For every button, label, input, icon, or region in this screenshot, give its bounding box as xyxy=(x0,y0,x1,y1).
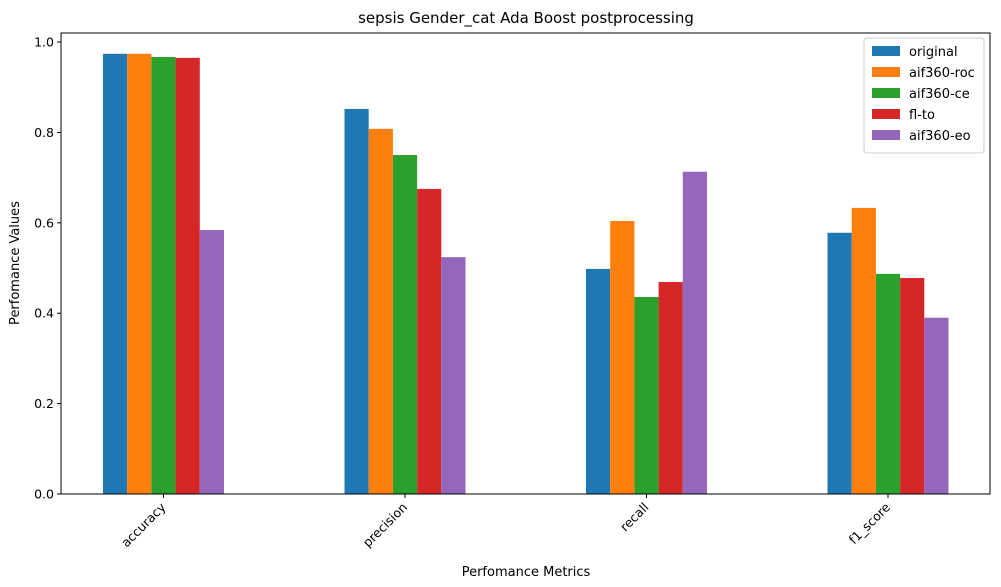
bar-aif360-ce-precision xyxy=(392,155,418,494)
bar-aif360-roc-f1_score xyxy=(851,207,876,495)
plot-frame xyxy=(60,32,991,495)
bar-aif360-eo-recall xyxy=(682,171,707,494)
bar-aif360-roc-precision xyxy=(368,128,393,495)
y-axis: 0.0 0.2 0.4 0.6 0.8 1.0 xyxy=(34,35,61,502)
bar-aif360-ce-accuracy xyxy=(151,56,176,495)
x-tick-label: recall xyxy=(617,500,652,535)
bar-original-recall xyxy=(586,268,611,494)
legend-swatch-aif360-roc xyxy=(872,67,900,77)
bar-fl-to-recall xyxy=(658,282,683,494)
bar-fl-to-f1_score xyxy=(900,277,925,494)
bar-aif360-ce-recall xyxy=(634,296,659,494)
legend-label-original: original xyxy=(909,45,958,60)
bar-aif360-ce-f1_score xyxy=(875,273,901,494)
legend-swatch-fl-to xyxy=(872,109,900,119)
y-tick-label: 0.6 xyxy=(34,215,54,230)
x-tick-label: f1_score xyxy=(846,499,894,547)
bar-aif360-roc-accuracy xyxy=(127,53,152,495)
x-tick-label: accuracy xyxy=(118,499,169,550)
bar-aif360-eo-precision xyxy=(441,257,466,494)
legend-box xyxy=(863,37,985,154)
x-axis-title: Perfomance Metrics xyxy=(462,565,591,580)
y-tick-label: 0.4 xyxy=(34,306,54,321)
legend-label-aif360-roc: aif360-roc xyxy=(909,66,975,81)
legend-swatch-original xyxy=(872,46,900,56)
legend-label-aif360-ce: aif360-ce xyxy=(909,87,970,102)
legend-label-aif360-eo: aif360-eo xyxy=(909,129,971,144)
legend-swatch-aif360-eo xyxy=(872,130,900,140)
bar-original-f1_score xyxy=(827,232,852,494)
y-axis-title: Perfomance Values xyxy=(8,201,23,325)
chart-title: sepsis Gender_cat Ada Boost postprocessi… xyxy=(358,9,694,28)
legend-label-fl-to: fl-to xyxy=(909,108,935,123)
legend-swatch-aif360-ce xyxy=(872,88,900,98)
bar-original-accuracy xyxy=(103,53,128,495)
x-axis: accuracy precision recall f1_score xyxy=(118,494,893,550)
y-tick-label: 1.0 xyxy=(34,35,54,50)
y-tick-label: 0.2 xyxy=(34,396,54,411)
plot-area xyxy=(103,53,949,495)
legend: original aif360-roc aif360-ce fl-to aif360-e… xyxy=(863,37,985,154)
bar-aif360-eo-f1_score xyxy=(924,317,949,494)
bar-fl-to-accuracy xyxy=(175,57,200,494)
bar-fl-to-precision xyxy=(417,188,442,495)
x-tick-label: precision xyxy=(360,500,410,550)
bar-original-precision xyxy=(344,108,369,494)
bar-aif360-eo-accuracy xyxy=(199,230,224,494)
y-tick-label: 0.0 xyxy=(34,487,54,502)
y-tick-label: 0.8 xyxy=(34,125,54,140)
bar-aif360-roc-recall xyxy=(610,221,635,494)
